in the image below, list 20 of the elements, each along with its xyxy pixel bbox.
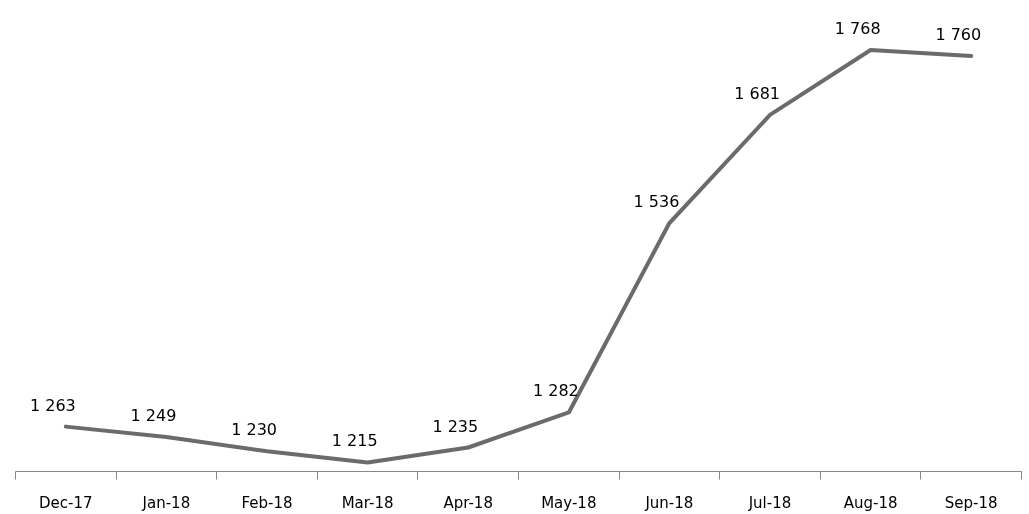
data-label: 1 235 xyxy=(432,416,479,436)
data-label: 1 230 xyxy=(231,420,278,440)
x-tick-label: Dec-17 xyxy=(39,493,93,512)
data-label: 1 263 xyxy=(30,395,76,415)
x-tick-label: Aug-18 xyxy=(843,493,898,512)
x-tick-label: May-18 xyxy=(541,493,597,512)
data-label: 1 681 xyxy=(734,83,781,103)
x-tick-label: Mar-18 xyxy=(341,493,394,512)
x-tick-label: Jan-18 xyxy=(141,493,191,512)
data-label: 1 760 xyxy=(935,24,982,44)
x-tick-label: Apr-18 xyxy=(443,493,493,512)
x-tick-label: Jul-18 xyxy=(747,493,792,512)
x-tick-label: Jun-18 xyxy=(644,493,694,512)
data-label: 1 249 xyxy=(130,406,177,426)
data-label: 1 215 xyxy=(331,431,378,451)
data-label: 1 768 xyxy=(834,18,881,38)
x-tick-label: Feb-18 xyxy=(241,493,293,512)
x-tick-label: Sep-18 xyxy=(944,493,998,512)
data-label: 1 282 xyxy=(533,381,579,401)
data-label: 1 536 xyxy=(633,192,680,212)
